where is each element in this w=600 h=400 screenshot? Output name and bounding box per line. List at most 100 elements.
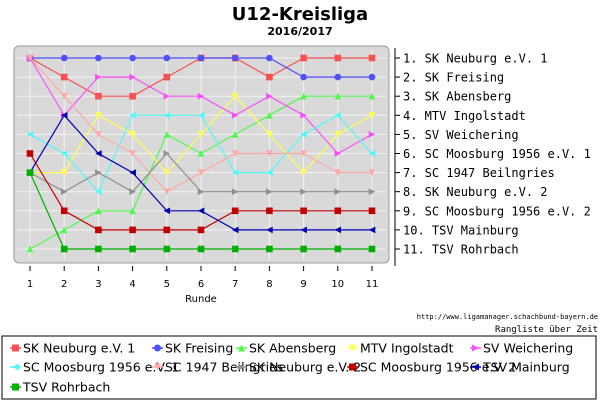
point-3-11 xyxy=(368,92,376,100)
point-3-5 xyxy=(163,131,171,138)
point-5-3 xyxy=(95,73,102,81)
legend-item-1: SK Neuburg e.V. 1 xyxy=(10,341,135,356)
chart-subtitle: 2016/2017 xyxy=(267,25,332,38)
legend-item-4: MTV Ingolstadt xyxy=(347,341,454,356)
point-9-10 xyxy=(334,207,342,215)
point-5-10 xyxy=(334,150,342,157)
point-2-6 xyxy=(197,54,205,62)
x-tick-label-3: 3 xyxy=(95,279,101,290)
legend-marker-4 xyxy=(349,344,356,352)
point-9-5 xyxy=(163,226,171,234)
point-10-9 xyxy=(300,226,307,234)
point-9-6 xyxy=(197,226,205,234)
legend-label-11: TSV Rohrbach xyxy=(22,380,110,395)
point-11-10 xyxy=(334,245,342,253)
legend-marker-8 xyxy=(238,363,245,371)
point-2-7 xyxy=(231,54,239,62)
point-7-11 xyxy=(368,169,376,176)
x-tick-label-5: 5 xyxy=(164,279,170,290)
legend-marker-7 xyxy=(154,363,161,371)
legend-item-9: SC Moosburg 1956 e.V. 2 xyxy=(347,360,516,375)
point-6-6 xyxy=(197,112,205,119)
legend-label-3: SK Abensberg xyxy=(249,341,336,356)
point-9-2 xyxy=(60,207,68,215)
point-8-8 xyxy=(266,188,273,195)
point-10-3 xyxy=(95,150,102,157)
point-7-4 xyxy=(129,150,136,157)
series-layer xyxy=(26,54,376,253)
point-3-6 xyxy=(197,150,205,157)
legend-label-4: MTV Ingolstadt xyxy=(360,341,454,356)
point-1-9 xyxy=(300,54,307,62)
rank-label-3: 3. SK Abensberg xyxy=(403,90,511,104)
point-6-7 xyxy=(231,169,239,176)
point-9-4 xyxy=(129,226,136,234)
point-4-7 xyxy=(231,92,239,100)
point-9-7 xyxy=(231,207,239,215)
point-1-11 xyxy=(368,54,376,62)
chart-caption: Rangliste über Zeit xyxy=(495,325,598,335)
point-9-3 xyxy=(95,226,102,234)
rank-label-2: 2. SK Freising xyxy=(403,71,504,85)
point-11-5 xyxy=(163,245,171,253)
point-8-4 xyxy=(129,188,136,195)
point-6-9 xyxy=(300,131,307,138)
point-7-6 xyxy=(197,169,205,176)
point-6-2 xyxy=(60,150,68,157)
point-7-2 xyxy=(60,92,68,100)
point-3-3 xyxy=(95,207,102,215)
point-10-5 xyxy=(163,207,171,215)
point-6-3 xyxy=(95,188,102,195)
point-8-7 xyxy=(231,188,239,195)
point-6-1 xyxy=(26,131,34,138)
series-7 xyxy=(26,54,376,195)
point-5-8 xyxy=(266,92,273,100)
point-6-5 xyxy=(163,112,171,119)
point-2-5 xyxy=(163,54,171,62)
point-10-4 xyxy=(129,169,136,176)
rank-label-8: 8. SK Neuburg e.V. 2 xyxy=(403,185,548,199)
point-6-8 xyxy=(266,169,273,176)
point-7-3 xyxy=(95,131,102,138)
x-tick-label-4: 4 xyxy=(129,279,135,290)
rank-label-7: 7. SC 1947 Beilngries xyxy=(403,166,555,180)
point-6-10 xyxy=(334,112,342,119)
point-11-8 xyxy=(266,245,273,253)
x-tick-label-6: 6 xyxy=(198,279,204,290)
point-3-4 xyxy=(129,207,136,215)
legend-label-7: SC 1947 Beilngries xyxy=(165,360,283,375)
source-url: http://www.ligamanager.schachbund-bayern… xyxy=(417,313,598,321)
legend-marker-1 xyxy=(12,344,19,352)
x-tick-label-9: 9 xyxy=(300,279,306,290)
point-5-11 xyxy=(368,131,376,138)
legend-entries: SK Neuburg e.V. 1 SK Freising SK Abensberg… xyxy=(10,341,573,395)
rank-label-10: 10. TSV Mainburg xyxy=(403,223,519,237)
point-3-8 xyxy=(266,112,273,119)
legend-label-5: SV Weichering xyxy=(483,341,573,356)
point-8-2 xyxy=(60,188,68,195)
point-4-8 xyxy=(266,131,273,138)
point-10-6 xyxy=(197,207,205,215)
series-2 xyxy=(26,54,376,81)
legend-label-9: SC Moosburg 1956 e.V. 2 xyxy=(360,360,516,375)
rank-label-4: 4. MTV Ingolstadt xyxy=(403,109,526,123)
point-1-2 xyxy=(60,73,68,81)
x-tick-label-11: 11 xyxy=(366,279,379,290)
point-11-7 xyxy=(231,245,239,253)
legend-item-11: TSV Rohrbach xyxy=(10,380,110,395)
point-1-8 xyxy=(266,73,273,81)
point-4-2 xyxy=(60,169,68,176)
point-3-9 xyxy=(300,92,307,100)
point-2-9 xyxy=(300,73,307,81)
point-4-9 xyxy=(300,169,307,176)
point-8-9 xyxy=(300,188,307,195)
legend-label-2: SK Freising xyxy=(165,341,233,356)
legend-label-6: SC Moosburg 1956 e.V. 1 xyxy=(23,360,179,375)
series-3 xyxy=(26,92,376,253)
legend-marker-2 xyxy=(154,344,161,352)
point-5-4 xyxy=(129,73,136,81)
point-8-6 xyxy=(197,188,205,195)
point-4-6 xyxy=(197,131,205,138)
x-tick-label-8: 8 xyxy=(266,279,272,290)
